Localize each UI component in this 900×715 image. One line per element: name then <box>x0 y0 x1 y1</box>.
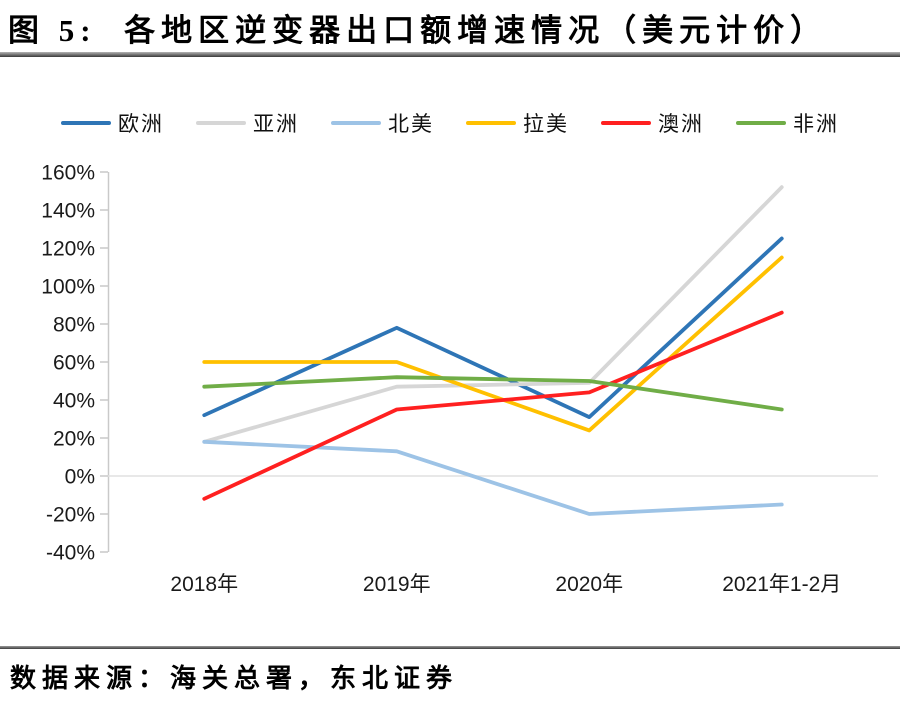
legend-line-swatch <box>196 120 246 126</box>
y-tick-label: 40% <box>53 390 95 413</box>
y-tick-label: 0% <box>65 466 95 489</box>
legend-line-swatch <box>736 120 786 126</box>
y-tick-label: 20% <box>53 428 95 451</box>
legend-label: 澳洲 <box>658 112 704 136</box>
line-chart: 160% 140% 120% 100% 80% 60% 40% 20% 0% -20% -40% 20… <box>41 162 878 596</box>
legend-label: 非洲 <box>793 112 839 136</box>
legend-label: 亚洲 <box>253 112 299 136</box>
series-line-2 <box>202 185 784 444</box>
legend-label: 拉美 <box>523 112 569 136</box>
legend-item-1: 欧洲 <box>61 108 164 138</box>
legend-item-3: 北美 <box>331 108 434 138</box>
legend-line-swatch <box>601 120 651 126</box>
footer-rule <box>0 646 900 649</box>
series-line-5 <box>202 310 784 501</box>
legend-line-swatch <box>466 120 516 126</box>
y-tick-label: -20% <box>46 504 95 527</box>
y-tick-label: 60% <box>53 352 95 375</box>
y-tick-label: 160% <box>41 162 95 185</box>
figure-title: 图 5: 各地区逆变器出口额增速情况（美元计价） <box>8 13 828 48</box>
legend-line-swatch <box>61 120 111 126</box>
legend-item-4: 拉美 <box>466 108 569 138</box>
x-tick-label: 2020年 <box>555 573 623 596</box>
legend-item-2: 亚洲 <box>196 108 299 138</box>
x-tick-label: 2018年 <box>170 573 238 596</box>
series-line-1 <box>202 236 784 420</box>
series-line-4 <box>202 255 784 433</box>
series-line-6 <box>202 375 784 412</box>
y-tick-label: 140% <box>41 200 95 223</box>
legend-line-swatch <box>331 120 381 126</box>
chart-legend: 欧洲 亚洲 北美 拉美 澳洲 非洲 <box>0 108 900 138</box>
y-tick-label: 120% <box>41 238 95 261</box>
legend-label: 北美 <box>388 112 434 136</box>
title-rule <box>0 52 900 57</box>
data-source-text: 数据来源：海关总署，东北证券 <box>10 664 459 693</box>
x-tick-label: 2021年1-2月 <box>722 573 841 596</box>
y-tick-label: -40% <box>46 542 95 565</box>
legend-item-6: 非洲 <box>736 108 839 138</box>
legend-label: 欧洲 <box>118 112 164 136</box>
series-line-3 <box>202 439 784 516</box>
y-tick-label: 80% <box>53 314 95 337</box>
legend-item-5: 澳洲 <box>601 108 704 138</box>
y-tick-label: 100% <box>41 276 95 299</box>
x-tick-label: 2019年 <box>363 573 431 596</box>
